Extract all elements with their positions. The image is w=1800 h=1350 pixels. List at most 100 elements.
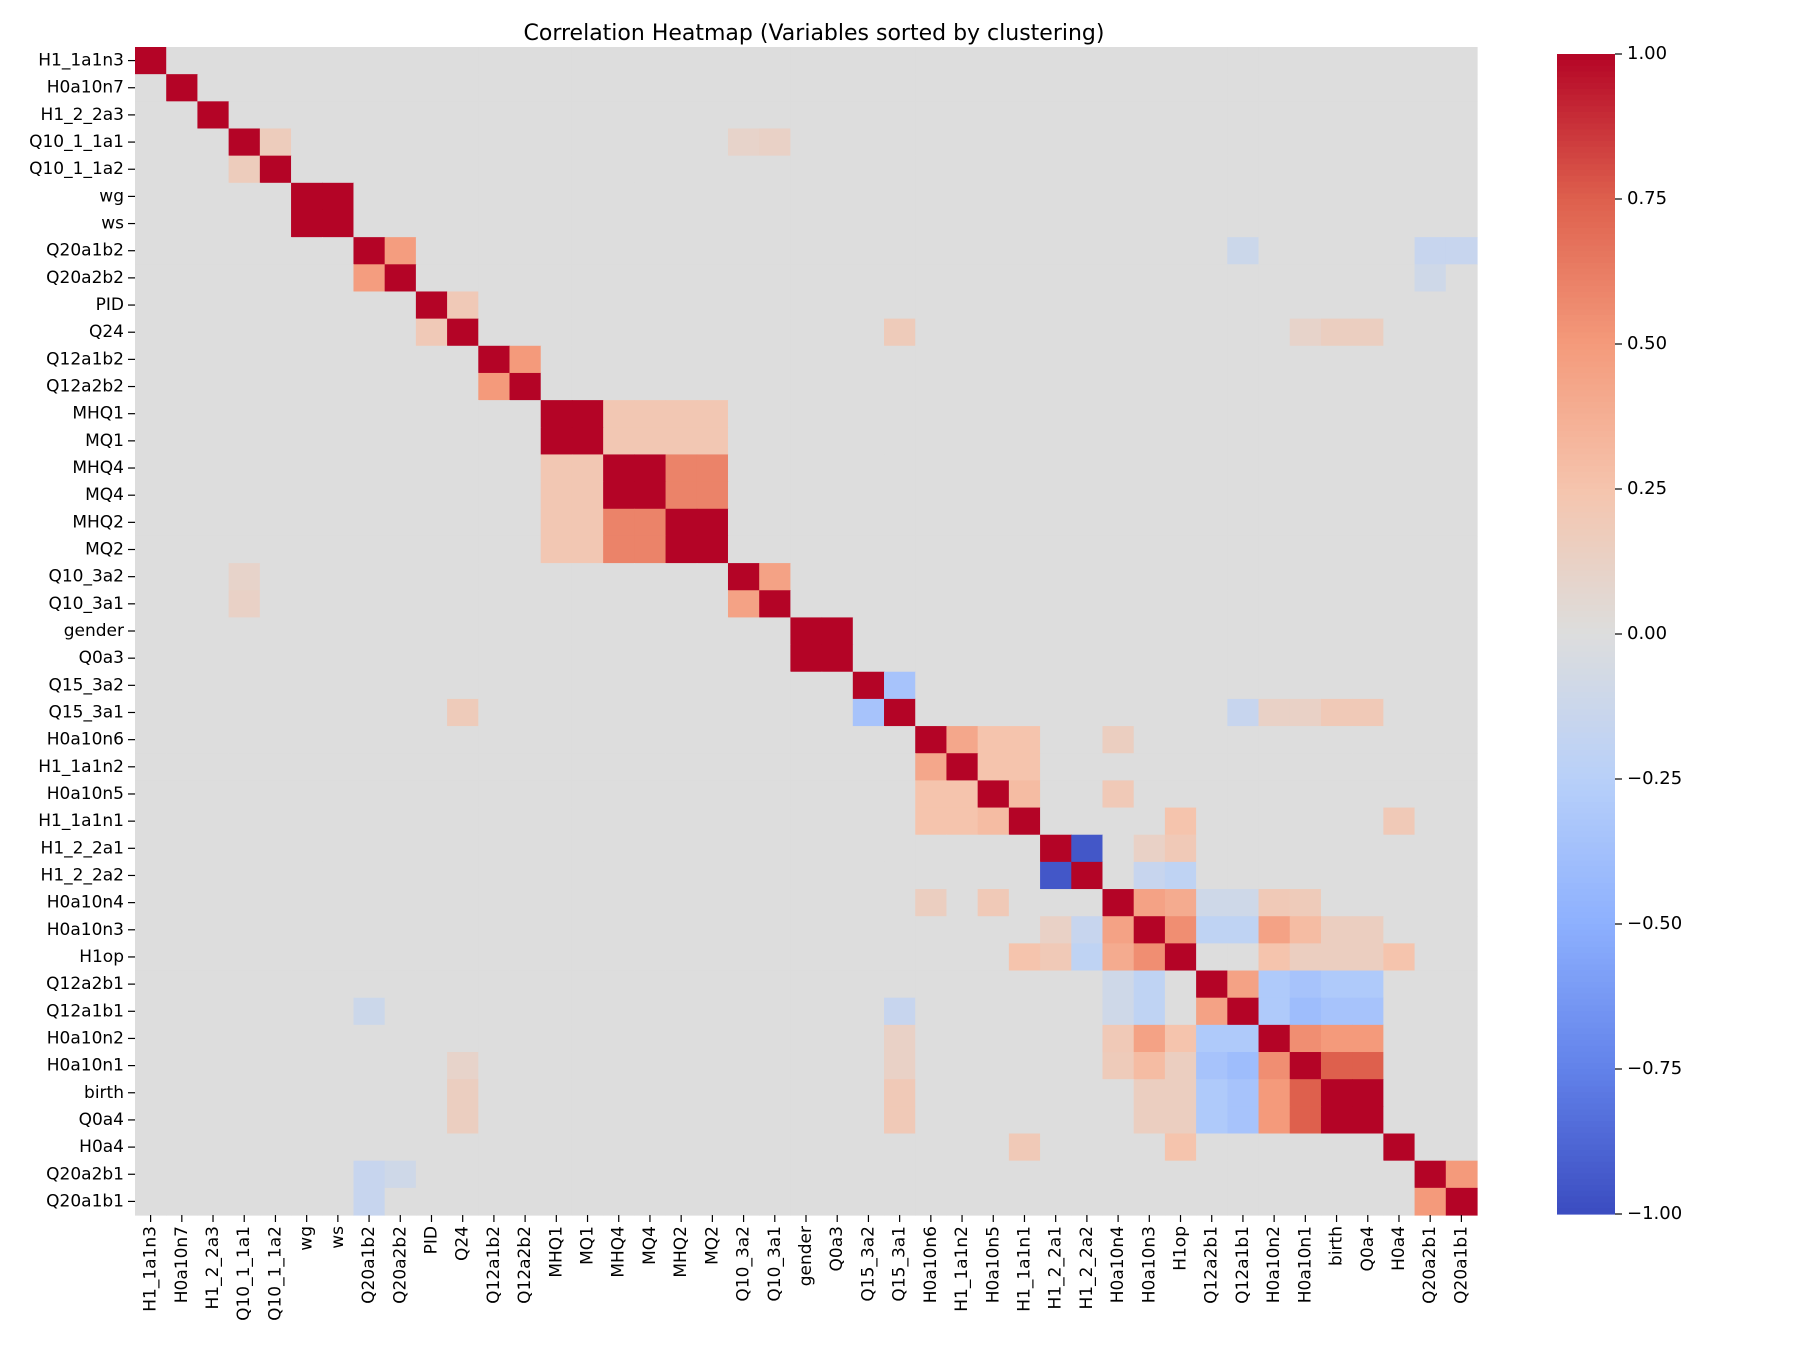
heatmap-cell xyxy=(1008,1187,1041,1216)
colorbar-segment xyxy=(1557,280,1615,287)
colorbar-segment xyxy=(1557,883,1615,890)
heatmap-cell xyxy=(946,834,979,863)
heatmap-cell xyxy=(696,698,729,727)
heatmap-cell xyxy=(571,1052,604,1080)
y-tick-label: Q10_3a1 xyxy=(48,594,124,614)
heatmap-cell xyxy=(727,753,760,781)
colorbar-segment xyxy=(1557,460,1615,467)
heatmap-cell xyxy=(353,427,386,456)
heatmap-cell xyxy=(384,1106,417,1135)
heatmap-cell xyxy=(571,1133,604,1162)
heatmap-cell xyxy=(696,47,729,75)
heatmap-cell xyxy=(509,291,542,320)
colorbar-segment xyxy=(1557,622,1615,629)
colorbar-segment xyxy=(1557,59,1615,67)
heatmap-cell xyxy=(1352,1106,1384,1135)
heatmap-cell xyxy=(1383,74,1416,102)
y-tick-label: ws xyxy=(101,214,124,234)
heatmap-cell xyxy=(509,155,542,184)
y-tick-label: H0a10n1 xyxy=(47,1056,124,1076)
colorbar-segment xyxy=(1557,65,1615,72)
heatmap-cell xyxy=(1008,1160,1041,1189)
heatmap-cell xyxy=(291,47,323,75)
heatmap-cell xyxy=(1227,318,1260,347)
heatmap-cell xyxy=(1352,74,1384,102)
heatmap-cell xyxy=(197,834,230,863)
heatmap-cell xyxy=(1352,182,1384,211)
heatmap-cell xyxy=(228,1024,261,1053)
heatmap-cell xyxy=(1320,345,1353,374)
heatmap-cell xyxy=(228,807,261,836)
colorbar-segment xyxy=(1557,848,1615,855)
heatmap-cell xyxy=(259,970,292,999)
heatmap-cell xyxy=(603,155,635,184)
heatmap-cell xyxy=(228,155,261,184)
heatmap-cell xyxy=(1320,372,1353,401)
heatmap-cell xyxy=(291,861,323,890)
heatmap-cell xyxy=(1196,237,1228,265)
heatmap-cell xyxy=(977,834,1010,863)
heatmap-cell xyxy=(540,1106,573,1135)
heatmap-cell xyxy=(571,1160,604,1189)
heatmap-cell xyxy=(759,943,791,972)
x-tick-label: H0a10n7 xyxy=(172,1226,192,1303)
heatmap-cell xyxy=(1008,264,1041,293)
heatmap-cell xyxy=(977,1133,1010,1162)
colorbar-segment xyxy=(1557,755,1615,763)
heatmap-cell xyxy=(1164,1133,1197,1162)
heatmap-cell xyxy=(509,617,542,646)
heatmap-cell xyxy=(790,182,823,211)
heatmap-cell xyxy=(884,1106,916,1135)
heatmap-cell xyxy=(759,807,791,836)
heatmap-cell xyxy=(322,128,355,157)
heatmap-cell xyxy=(1414,427,1447,456)
heatmap-cell xyxy=(1008,400,1041,428)
heatmap-cell xyxy=(1445,1052,1478,1080)
heatmap-cell xyxy=(1040,400,1072,428)
colorbar-segment xyxy=(1557,808,1615,815)
heatmap-cell xyxy=(1040,943,1072,972)
heatmap-cell xyxy=(1040,644,1072,673)
heatmap-cell xyxy=(478,698,511,727)
heatmap-cell xyxy=(1414,481,1447,510)
heatmap-cell xyxy=(1071,74,1104,102)
heatmap-cell xyxy=(478,1160,511,1189)
heatmap-cell xyxy=(1164,970,1197,999)
heatmap-cell xyxy=(415,1106,448,1135)
y-tick-label: birth xyxy=(84,1083,124,1103)
heatmap-cell xyxy=(1196,481,1228,510)
heatmap-cell xyxy=(509,508,542,537)
heatmap-cell xyxy=(353,535,386,564)
colorbar-tick-label: −1.00 xyxy=(1627,1203,1682,1224)
heatmap-cell xyxy=(353,671,386,700)
heatmap-cell xyxy=(852,1024,885,1053)
heatmap-cell xyxy=(571,454,604,483)
heatmap-cell xyxy=(1071,644,1104,673)
heatmap-cell xyxy=(1383,807,1416,836)
heatmap-cell xyxy=(447,563,479,591)
heatmap-cell xyxy=(1071,128,1104,157)
heatmap-cell xyxy=(571,318,604,347)
heatmap-cell xyxy=(634,400,667,428)
heatmap-cell xyxy=(1320,508,1353,537)
heatmap-cell xyxy=(509,1133,542,1162)
x-tick-label: Q10_3a2 xyxy=(734,1226,754,1302)
x-tick-label: H1op xyxy=(1171,1226,1191,1271)
heatmap-cell xyxy=(1352,264,1384,293)
heatmap-cell xyxy=(166,889,199,917)
y-tick-label: Q20a2b1 xyxy=(46,1164,124,1184)
heatmap-cell xyxy=(1008,916,1041,944)
heatmap-cell xyxy=(696,128,729,157)
heatmap-cell xyxy=(166,970,199,999)
heatmap-cell xyxy=(415,345,448,374)
heatmap-cell xyxy=(259,1079,292,1107)
heatmap-cell xyxy=(259,101,292,130)
colorbar-segment xyxy=(1557,94,1615,101)
heatmap-cell xyxy=(1352,237,1384,265)
colorbar-segment xyxy=(1557,1086,1615,1093)
heatmap-cell xyxy=(1008,889,1041,917)
heatmap-cell xyxy=(415,726,448,754)
heatmap-cell xyxy=(603,617,635,646)
heatmap-cell xyxy=(884,1133,916,1162)
heatmap-cell xyxy=(1320,698,1353,727)
